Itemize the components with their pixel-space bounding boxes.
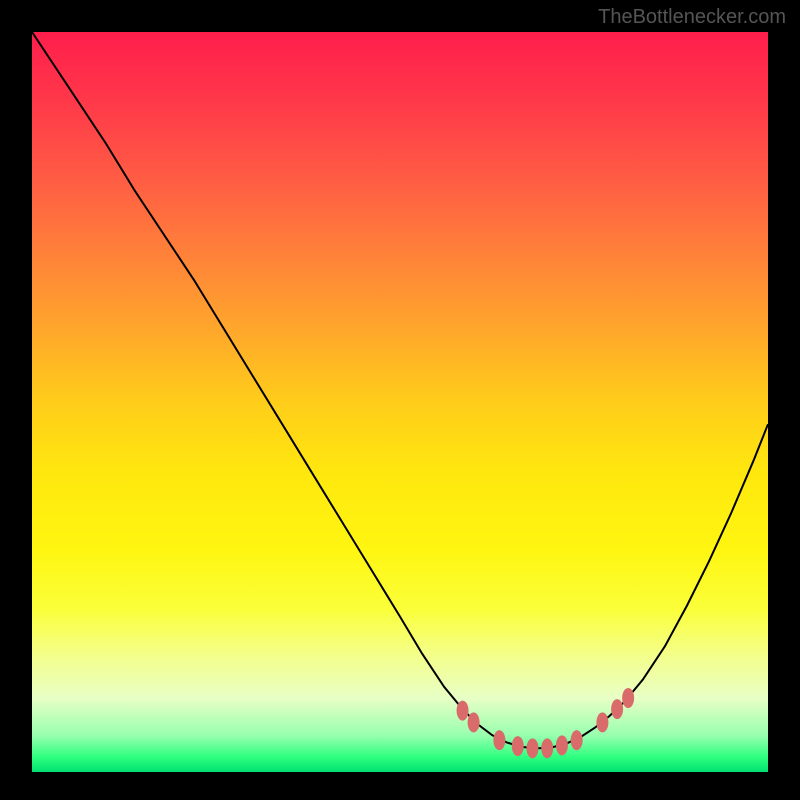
- marker-point: [596, 712, 608, 732]
- marker-point: [457, 701, 469, 721]
- chart-plot-area: [32, 32, 768, 772]
- marker-point: [556, 735, 568, 755]
- watermark-text: TheBottlenecker.com: [598, 6, 786, 29]
- marker-point: [571, 730, 583, 750]
- marker-point: [526, 738, 538, 758]
- marker-point: [512, 736, 524, 756]
- marker-point: [468, 712, 480, 732]
- marker-point: [611, 699, 623, 719]
- marker-point: [622, 688, 634, 708]
- chart-svg: [32, 32, 768, 772]
- marker-point: [493, 730, 505, 750]
- chart-background: [32, 32, 768, 772]
- marker-point: [541, 738, 553, 758]
